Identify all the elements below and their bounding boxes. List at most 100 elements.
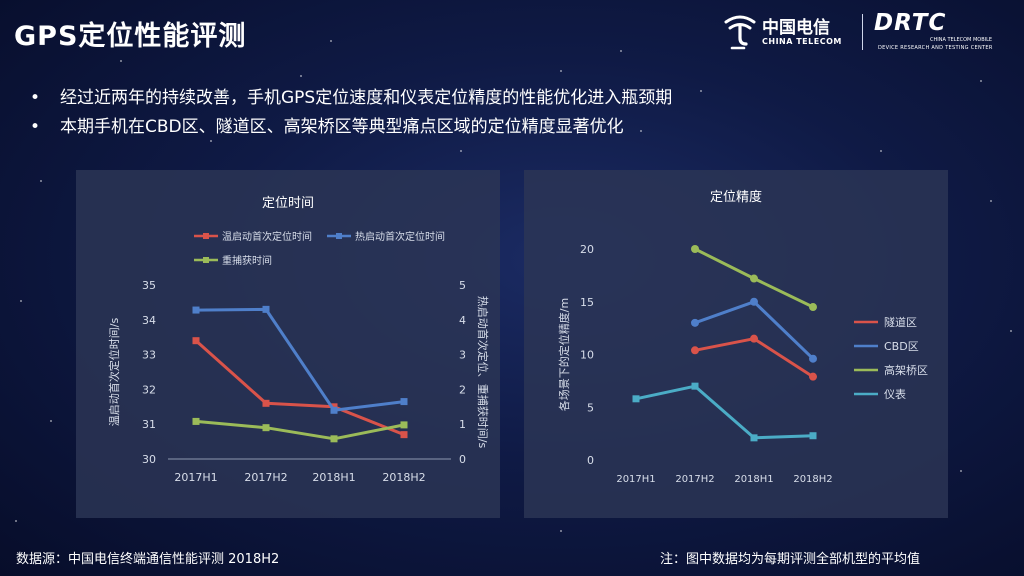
data-point: [330, 406, 338, 414]
y-tick: 15: [580, 296, 594, 309]
y-tick-right: 5: [459, 279, 466, 292]
footer-note: 注：图中数据均为每期评测全部机型的平均值: [660, 552, 921, 567]
data-point: [400, 431, 408, 439]
series-line: [635, 384, 814, 440]
y-tick: 0: [587, 454, 594, 467]
star: [300, 75, 302, 77]
drtc-logo: DRTC CHINA TELECOM MOBILE DEVICE RESEARC…: [874, 10, 1014, 52]
star: [20, 300, 22, 302]
x-tick-label: 2017H2: [675, 474, 714, 485]
series-line: [694, 300, 815, 360]
y-tick-left: 30: [142, 453, 156, 466]
y-tick: 5: [587, 401, 594, 414]
star: [620, 50, 622, 52]
drtc-line1: CHINA TELECOM MOBILE: [930, 37, 993, 43]
data-point: [400, 398, 408, 406]
data-point: [192, 306, 200, 314]
star: [120, 60, 122, 62]
star: [1010, 330, 1012, 332]
x-tick-label: 2018H2: [382, 471, 425, 484]
data-point: [400, 421, 408, 429]
y-tick-left: 34: [142, 314, 156, 327]
star: [960, 470, 962, 472]
legend-marker: [203, 233, 209, 239]
bullet-dot: •: [30, 117, 41, 137]
y-tick-left: 35: [142, 279, 156, 292]
chart-title: 定位时间: [262, 196, 314, 211]
chart-title: 定位精度: [710, 189, 762, 205]
star: [330, 40, 332, 42]
y-tick-left: 31: [142, 418, 156, 431]
star: [50, 420, 52, 422]
star: [210, 140, 212, 142]
y-tick: 10: [580, 349, 594, 362]
data-point: [262, 399, 270, 407]
bullet-dot: •: [30, 88, 41, 108]
star: [380, 130, 382, 132]
star: [15, 520, 17, 522]
y-axis-label-left: 温启动首次定位时间/s: [107, 318, 121, 427]
legend-label: 重捕获时间: [222, 254, 272, 267]
star: [40, 180, 42, 182]
series-line: [195, 339, 405, 436]
y-tick-right: 0: [459, 453, 466, 466]
star: [560, 70, 562, 72]
drtc-line2: DEVICE RESEARCH AND TESTING CENTER: [878, 45, 993, 51]
chart-accuracy: 定位精度 0 5 10 15 20 2017H1 2017H2 2018H1 2018H2 各场景下…: [557, 189, 928, 485]
star: [640, 130, 642, 132]
star: [700, 90, 702, 92]
x-tick-label: 2018H1: [312, 471, 355, 484]
y-axis-label: 各场景下的定位精度/m: [557, 298, 571, 411]
star: [980, 80, 982, 82]
star: [460, 150, 462, 152]
data-point: [750, 434, 758, 442]
bullet-item: • 本期手机在CBD区、隧道区、高架桥区等典型痛点区域的定位精度显著优化: [30, 113, 672, 142]
data-point: [330, 435, 338, 443]
china-telecom-logo: 中国电信 CHINA TELECOM: [722, 12, 850, 52]
legend-marker: [336, 233, 342, 239]
chart-panel-time: 定位时间 温启动首次定位时间 热启动首次定位时间 重捕获时间 30 31 32 33 34 35 0…: [76, 170, 500, 518]
data-point: [809, 303, 817, 312]
data-point: [809, 354, 817, 363]
footer-source: 数据源：中国电信终端通信性能评测 2018H2: [16, 552, 280, 567]
legend-label: 高架桥区: [884, 363, 928, 377]
legend-label: 热启动首次定位时间: [355, 230, 445, 243]
drtc-wordmark: DRTC: [874, 10, 947, 36]
data-point: [809, 372, 817, 381]
series-line: [195, 307, 405, 412]
logo-divider: [862, 14, 863, 50]
data-point: [691, 346, 699, 355]
legend-label: 仪表: [884, 387, 906, 401]
data-point: [750, 274, 758, 283]
star: [560, 530, 562, 532]
x-tick-label: 2017H2: [244, 471, 287, 484]
legend-label: CBD区: [884, 340, 919, 353]
legend-label: 隧道区: [884, 315, 917, 329]
data-point: [750, 334, 758, 343]
x-tick-label: 2017H1: [616, 474, 655, 485]
data-point: [192, 337, 200, 345]
chart-panel-accuracy: 定位精度 0 5 10 15 20 2017H1 2017H2 2018H1 2018H2 各场景下…: [524, 170, 948, 518]
series-line: [195, 419, 405, 441]
data-point: [691, 382, 699, 390]
y-tick-right: 2: [459, 383, 466, 396]
x-tick-label: 2018H2: [793, 474, 832, 485]
y-tick-left: 33: [142, 349, 156, 362]
series-line: [694, 337, 814, 378]
data-point: [192, 417, 200, 425]
y-tick-right: 3: [459, 349, 466, 362]
page-title: GPS定位性能评测: [14, 21, 247, 52]
china-telecom-mark-icon: [724, 15, 756, 50]
data-point: [750, 297, 758, 306]
bullet-list: • 经过近两年的持续改善，手机GPS定位速度和仪表定位精度的性能优化进入瓶颈期 •…: [30, 84, 672, 142]
star: [880, 150, 882, 152]
y-tick-left: 32: [142, 383, 156, 396]
data-point: [262, 305, 270, 313]
legend-label: 温启动首次定位时间: [222, 230, 312, 243]
data-point: [809, 432, 817, 440]
y-tick-right: 1: [459, 418, 466, 431]
y-axis-label-right: 热启动首次定位、重捕获时间/s: [476, 296, 490, 449]
bullet-text: 本期手机在CBD区、隧道区、高架桥区等典型痛点区域的定位精度显著优化: [60, 117, 624, 137]
data-point: [691, 245, 699, 253]
